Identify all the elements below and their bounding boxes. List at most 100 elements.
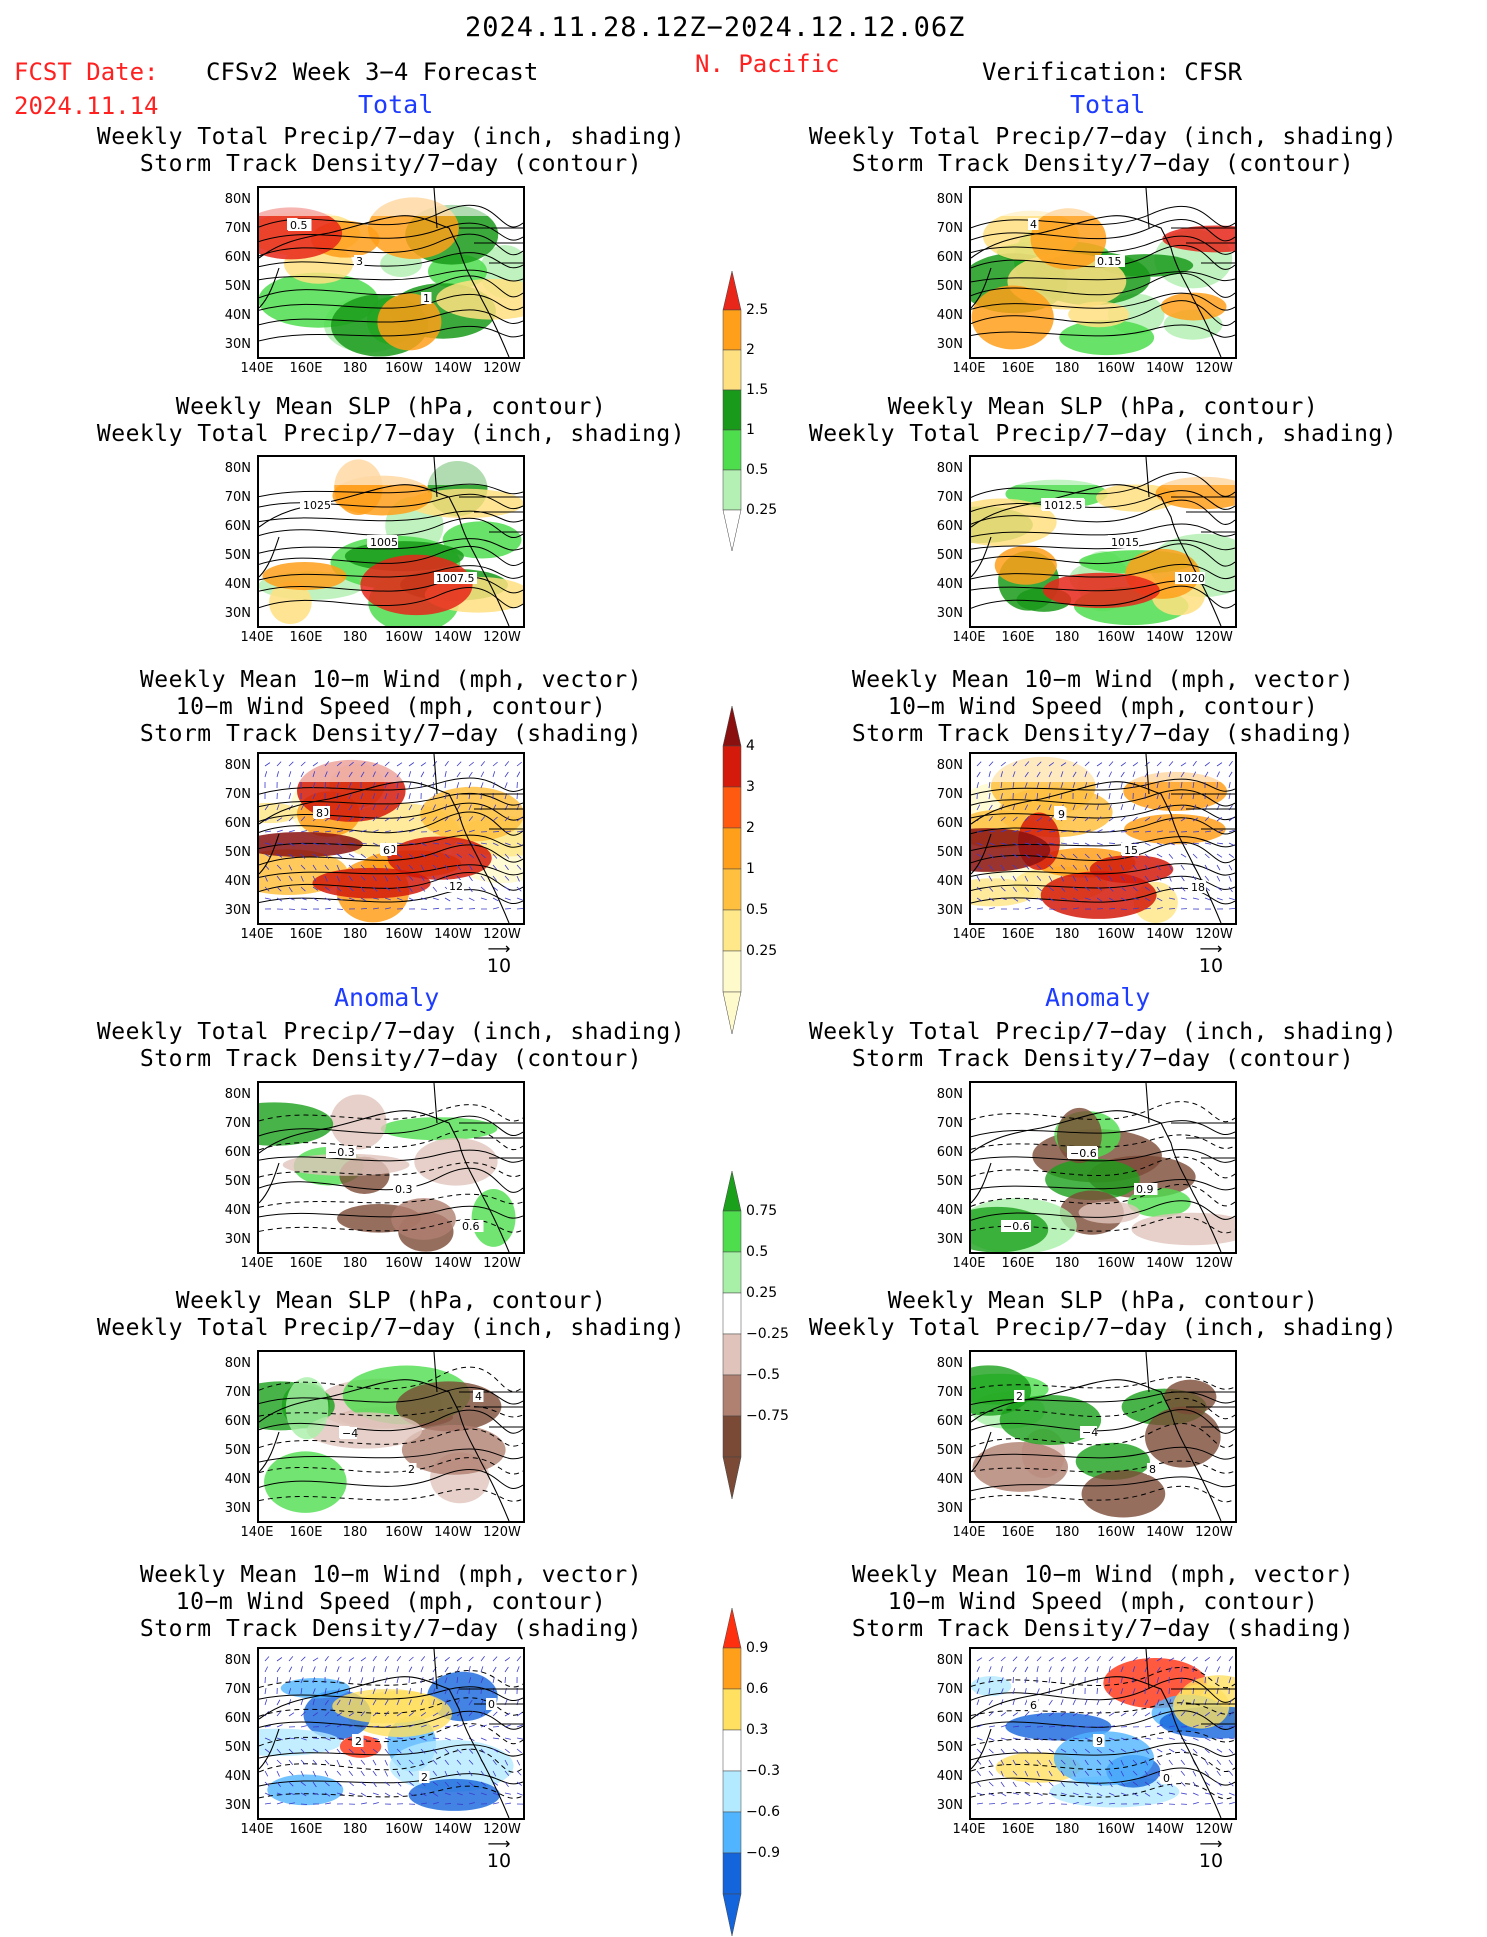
lat-tick-label: 80N: [211, 1653, 251, 1668]
lon-tick-label: 140E: [947, 361, 991, 376]
panel-title-line: Storm Track Density/7−day (contour): [803, 1046, 1403, 1073]
lon-tick-label: 120W: [480, 630, 524, 645]
lon-tick-label: 160W: [1094, 630, 1138, 645]
lat-tick-label: 50N: [211, 279, 251, 294]
lon-tick-label: 180: [1045, 1256, 1089, 1271]
vector-reference: ⟶10: [1191, 943, 1231, 977]
lat-tick-label: 30N: [923, 337, 963, 352]
lon-tick-label: 140E: [235, 361, 279, 376]
region-title: N. Pacific: [695, 50, 840, 78]
date-range-title: 2024.11.28.12Z−2024.12.12.06Z: [465, 12, 965, 43]
vector-reference: ⟶10: [1191, 1838, 1231, 1872]
colorbar-segment: [723, 1252, 741, 1293]
panel-title: Weekly Mean 10−m Wind (mph, vector)10−m …: [803, 667, 1403, 748]
lon-tick-label: 160W: [1094, 1256, 1138, 1271]
lat-tick-label: 30N: [923, 1501, 963, 1516]
lat-tick-label: 30N: [211, 1232, 251, 1247]
colorbar-precip-total: [722, 270, 742, 552]
contour-label: 4: [475, 1390, 482, 1403]
lat-tick-label: 50N: [923, 548, 963, 563]
lat-tick-label: 70N: [211, 787, 251, 802]
lat-tick-label: 50N: [211, 1174, 251, 1189]
panel-title-line: Weekly Total Precip/7−day (inch, shading…: [803, 1315, 1403, 1342]
vector-reference-arrow: ⟶: [479, 943, 519, 955]
contour-label: −4: [342, 1427, 358, 1440]
lat-tick-label: 50N: [923, 279, 963, 294]
lat-tick-label: 80N: [211, 1087, 251, 1102]
lat-tick-label: 30N: [923, 903, 963, 918]
panel-title: Weekly Mean SLP (hPa, contour)Weekly Tot…: [91, 394, 691, 448]
lon-tick-label: 160E: [996, 1525, 1040, 1540]
colorbar-top-arrow: [723, 706, 741, 746]
panel-title-line: Weekly Mean SLP (hPa, contour): [803, 1288, 1403, 1315]
lat-tick-label: 50N: [923, 845, 963, 860]
colorbar-segment: [723, 1416, 741, 1457]
lon-tick-label: 140W: [1143, 630, 1187, 645]
vector-reference-arrow: ⟶: [479, 1838, 519, 1850]
colorbar-tick-label: 1.5: [746, 382, 768, 398]
panel-title-line: Weekly Total Precip/7−day (inch, shading…: [91, 1019, 691, 1046]
lon-tick-label: 140W: [431, 927, 475, 942]
panel-title-line: Storm Track Density/7−day (shading): [91, 721, 691, 748]
colorbar-top-arrow: [723, 1608, 741, 1648]
colorbar-segment: [723, 1648, 741, 1689]
lat-tick-label: 30N: [211, 606, 251, 621]
lat-tick-label: 80N: [211, 192, 251, 207]
vector-reference-arrow: ⟶: [1191, 1838, 1231, 1850]
colorbar-tick-label: 1: [746, 422, 755, 438]
lat-tick-label: 40N: [923, 308, 963, 323]
panel-title: Weekly Mean 10−m Wind (mph, vector)10−m …: [91, 667, 691, 748]
contour-label: 1: [423, 292, 430, 305]
lat-tick-label: 40N: [923, 1203, 963, 1218]
lat-tick-label: 60N: [923, 1414, 963, 1429]
contour-label: 2: [421, 1771, 428, 1784]
lat-tick-label: 70N: [923, 221, 963, 236]
colorbar-tick-label: 0.25: [746, 502, 777, 518]
contour-label: 18: [1191, 881, 1205, 894]
contour-label: 0: [1163, 1772, 1170, 1785]
colorbar-bottom-arrow: [723, 1457, 741, 1499]
colorbar-segment: [723, 430, 741, 470]
left-anomaly-label: Anomaly: [334, 983, 439, 1012]
colorbar-segment: [723, 1211, 741, 1252]
panel-title-line: Weekly Total Precip/7−day (inch, shading…: [803, 1019, 1403, 1046]
contour-label: 8: [1149, 1463, 1156, 1476]
map-panel-fcst-anom-slp: 424−4: [257, 1350, 525, 1523]
lon-tick-label: 140W: [431, 1822, 475, 1837]
map-panel-fcst-total-wind: 10101286: [257, 752, 525, 925]
contour-label: 0.3: [395, 1183, 413, 1196]
lon-tick-label: 160E: [284, 1525, 328, 1540]
lon-tick-label: 120W: [1192, 1525, 1236, 1540]
contour-label: 0.6: [462, 1220, 480, 1233]
lon-tick-label: 140E: [947, 1525, 991, 1540]
lon-tick-label: 140E: [235, 630, 279, 645]
contour-label: 1020: [1177, 572, 1205, 585]
panel-title-line: Storm Track Density/7−day (shading): [91, 1616, 691, 1643]
lat-tick-label: 80N: [923, 461, 963, 476]
lat-tick-label: 60N: [923, 519, 963, 534]
contour-label: 9: [1058, 808, 1065, 821]
colorbar-bottom-arrow: [723, 1894, 741, 1936]
colorbar-segment: [723, 787, 741, 828]
lon-tick-label: 180: [1045, 1822, 1089, 1837]
lat-tick-label: 60N: [211, 1145, 251, 1160]
lon-tick-label: 140E: [235, 927, 279, 942]
contour-label: 4: [1030, 218, 1037, 231]
contour-label: 1005: [370, 536, 398, 549]
colorbar-tick-label: 0.3: [746, 1722, 768, 1738]
lon-tick-label: 160E: [284, 1822, 328, 1837]
colorbar-tick-label: −0.75: [746, 1408, 789, 1424]
colorbar-segment: [723, 1375, 741, 1416]
map-svg: 3612915189: [971, 754, 1235, 923]
contour-label: 0.15: [1097, 255, 1122, 268]
lat-tick-label: 70N: [211, 221, 251, 236]
colorbar-segment: [723, 390, 741, 430]
panel-title: Weekly Mean SLP (hPa, contour)Weekly Tot…: [803, 1288, 1403, 1342]
colorbar-segment: [723, 1771, 741, 1812]
lat-tick-label: 30N: [211, 1501, 251, 1516]
lat-tick-label: 50N: [923, 1443, 963, 1458]
